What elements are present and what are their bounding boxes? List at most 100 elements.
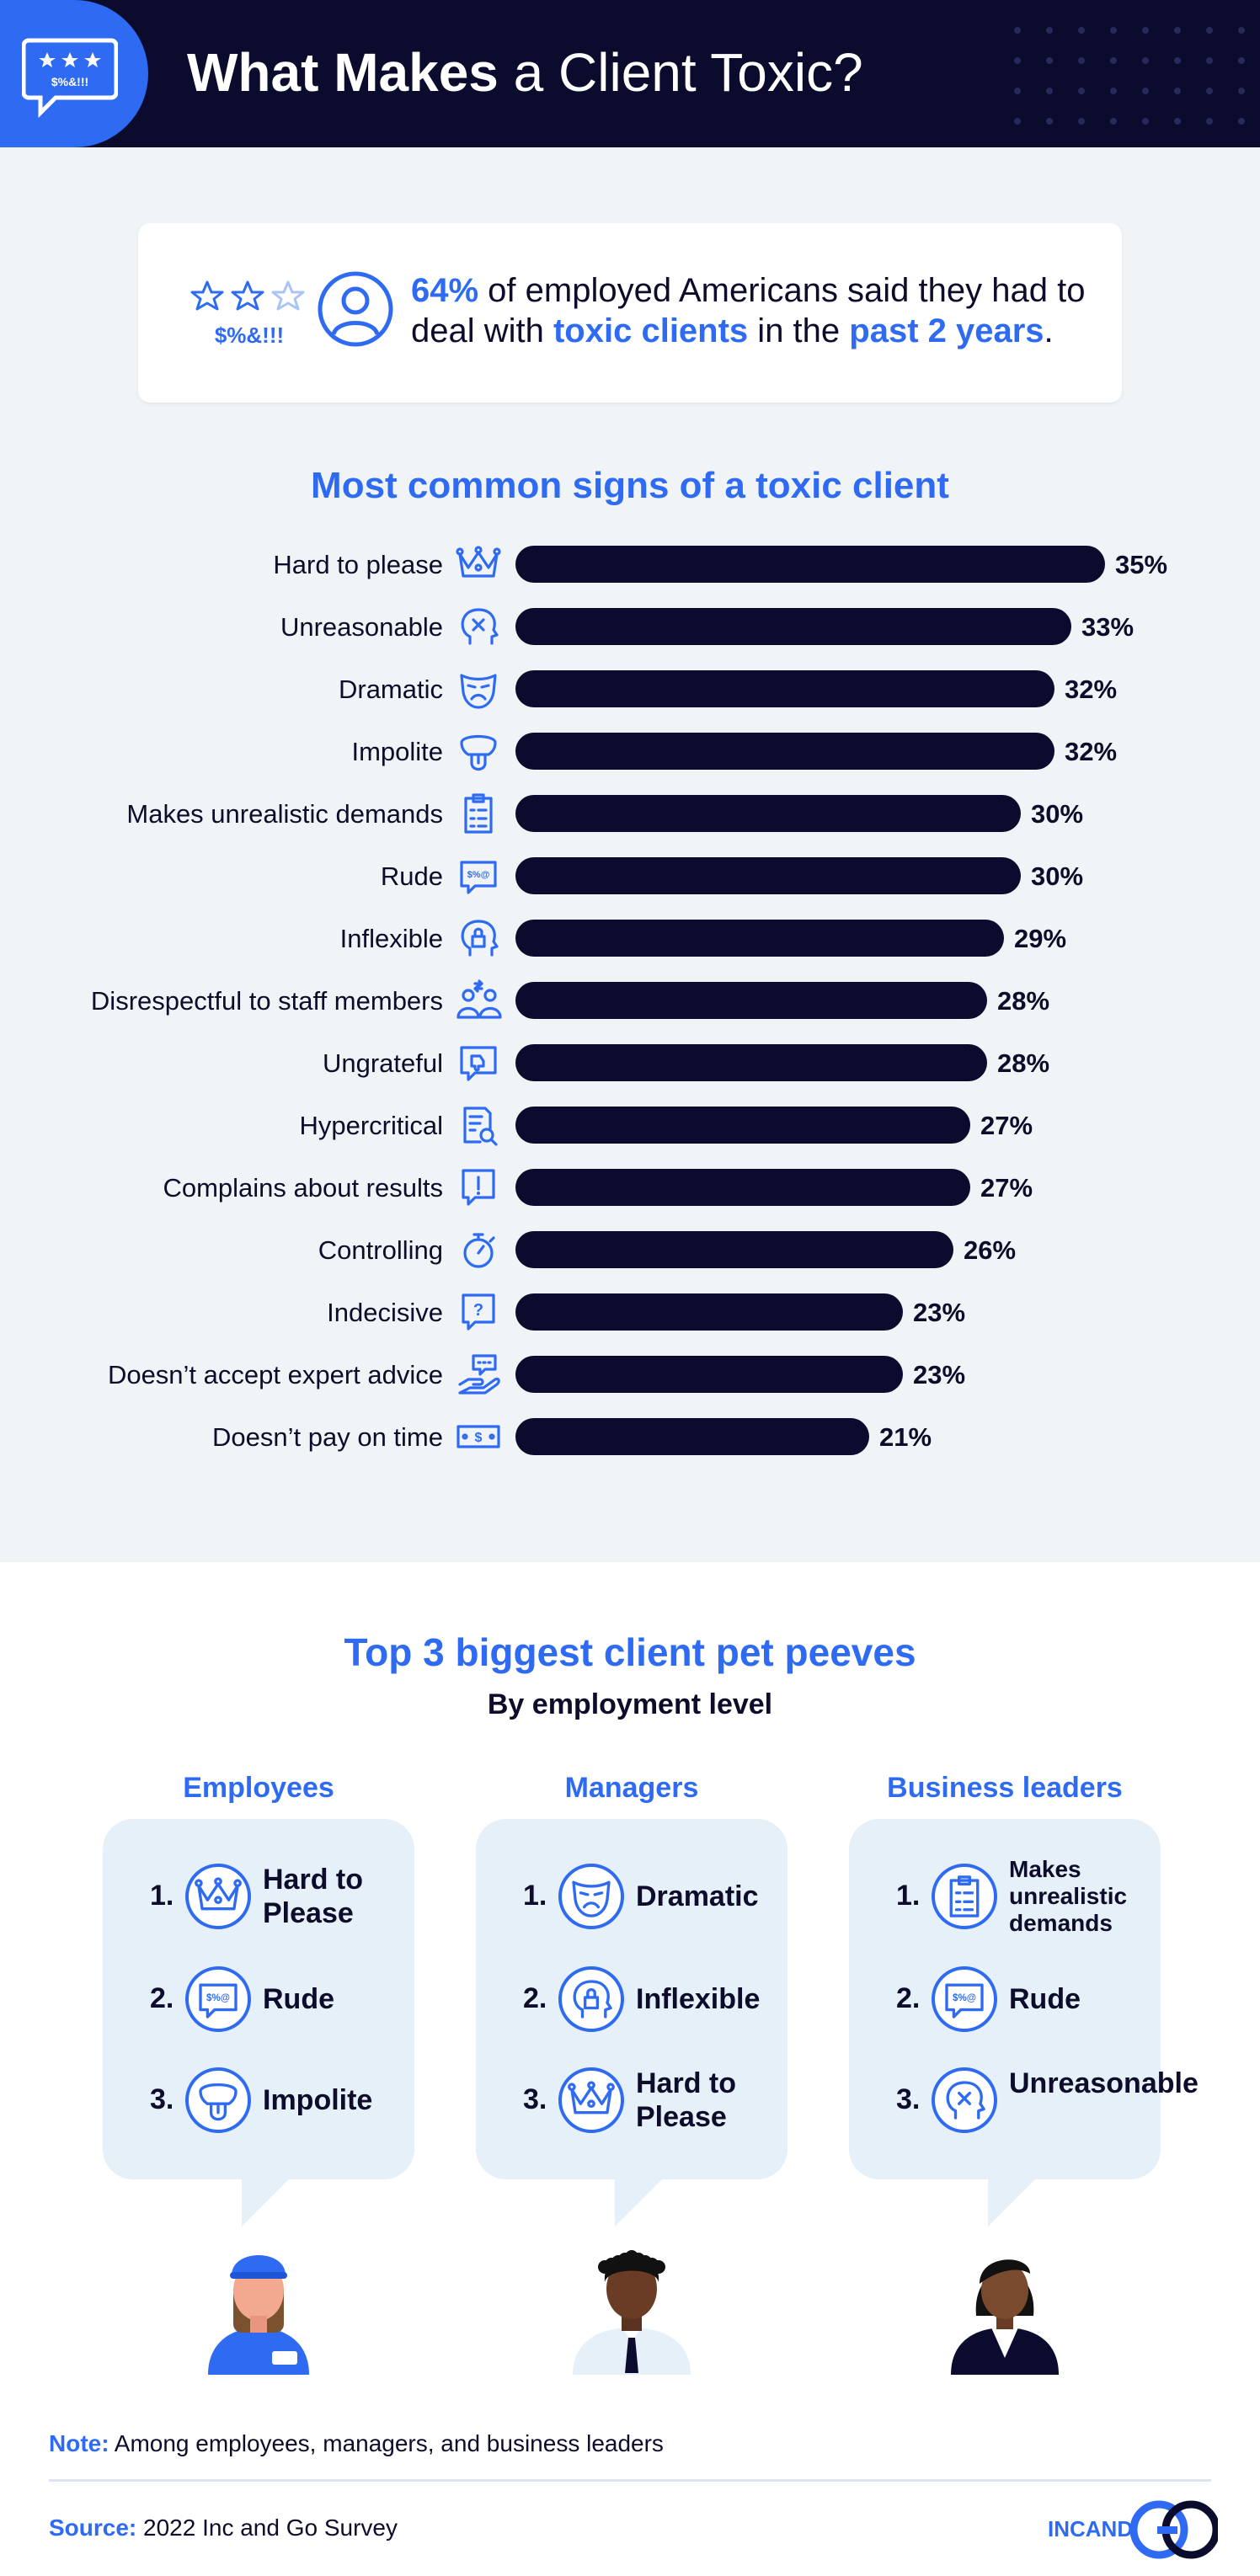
crown-icon <box>558 2067 624 2133</box>
dot <box>1174 27 1181 34</box>
bubble-tail <box>988 2176 1038 2227</box>
category-label: Disrespectful to staff members <box>91 986 443 1016</box>
title-rest: a Client Toxic? <box>498 42 863 103</box>
rank-number: 3. <box>150 2083 174 2115</box>
dot <box>1142 118 1149 125</box>
dot <box>1238 27 1245 34</box>
category-label: Rude <box>381 861 443 891</box>
bar <box>515 982 987 1019</box>
dot <box>1206 57 1213 64</box>
dot <box>1014 27 1021 34</box>
data-label: 23% <box>913 1298 965 1327</box>
dot <box>1206 118 1213 125</box>
data-label: 32% <box>1065 737 1117 766</box>
category-label: Ungrateful <box>323 1048 443 1078</box>
bar <box>515 546 1105 583</box>
tongue-icon <box>185 2067 251 2133</box>
data-label: 28% <box>997 986 1049 1016</box>
manager-avatar <box>573 2250 691 2375</box>
category-label: Doesn’t pay on time <box>212 1422 443 1452</box>
category-label: Unreasonable <box>280 612 443 642</box>
bar <box>515 795 1021 832</box>
pet-peeve-label: Hard to Please <box>636 2067 736 2133</box>
business-leader-avatar <box>951 2259 1059 2375</box>
dot <box>1110 88 1117 94</box>
header-banner: $%&!!! What Makes a Client Toxic? <box>0 0 1260 147</box>
pet-peeves-subtitle: By employment level <box>487 1688 773 1720</box>
dot <box>1014 57 1021 64</box>
document-magnifier-icon <box>463 1107 498 1146</box>
dot <box>1142 88 1149 94</box>
footer-divider <box>49 2479 1211 2482</box>
people-arrows-icon <box>456 979 502 1019</box>
pet-peeve-bubble <box>476 1819 788 2179</box>
stars-symbols-text: $%&!!! <box>215 323 284 348</box>
svg-text:?: ? <box>473 1301 483 1320</box>
data-label: 30% <box>1031 861 1083 891</box>
pet-peeve-label: Unreasonable <box>1009 2067 1199 2099</box>
data-label: 26% <box>964 1235 1016 1265</box>
speech-exclamation-icon <box>462 1169 495 1206</box>
dot <box>1174 57 1181 64</box>
source-citation: Source: 2022 Inc and Go Survey <box>49 2515 398 2541</box>
bar <box>515 1356 903 1393</box>
rank-number: 2. <box>523 1982 547 2014</box>
page-title: What Makes a Client Toxic? <box>187 39 863 106</box>
bar <box>515 733 1054 770</box>
category-label: Dramatic <box>339 675 443 704</box>
data-label: 33% <box>1081 612 1134 642</box>
dollar-bill-icon: $ <box>456 1425 500 1448</box>
dot <box>1238 57 1245 64</box>
bar <box>515 1169 970 1206</box>
dot <box>1078 57 1085 64</box>
category-label: Impolite <box>351 737 443 766</box>
svg-text:$: $ <box>475 1431 483 1445</box>
dot <box>1078 118 1085 125</box>
pet-peeve-label: Inflexible <box>636 1983 761 2015</box>
dot <box>1046 57 1053 64</box>
category-label: Complains about results <box>163 1173 443 1203</box>
head-lock-icon <box>461 920 499 957</box>
mask-icon <box>558 1864 624 1929</box>
dot <box>1238 88 1245 94</box>
svg-text:$%@: $%@ <box>206 1993 230 2003</box>
column-heading: Employees <box>183 1772 334 1804</box>
category-label: Indecisive <box>327 1298 443 1327</box>
rank-number: 1. <box>523 1880 547 1912</box>
logo-text: INCAND <box>1048 2516 1133 2541</box>
speech-symbols-icon: $%@ <box>460 861 497 894</box>
head-lock-icon <box>558 1966 624 2032</box>
hand-speech-icon <box>458 1354 500 1395</box>
bubble-tail <box>242 2176 292 2227</box>
speech-symbols-icon: $%@ <box>185 1966 251 2032</box>
data-label: 27% <box>980 1111 1033 1140</box>
head-x-icon <box>932 2067 997 2133</box>
footnote: Note: Among employees, managers, and bus… <box>49 2430 664 2456</box>
rank-number: 3. <box>896 2083 921 2115</box>
data-label: 35% <box>1115 550 1167 579</box>
pet-peeve-bubble <box>849 1819 1161 2179</box>
header-icon-text: $%&!!! <box>51 75 88 88</box>
bubble-tail <box>615 2176 665 2227</box>
crown-icon <box>456 546 501 578</box>
speech-question-icon: ? <box>462 1293 495 1331</box>
dot <box>1110 118 1117 125</box>
bar <box>515 1044 987 1081</box>
category-label: Inflexible <box>340 924 443 953</box>
dot <box>1046 88 1053 94</box>
data-label: 28% <box>997 1048 1049 1078</box>
dot <box>1014 88 1021 94</box>
checklist-icon <box>932 1864 997 1929</box>
column-heading: Business leaders <box>887 1772 1123 1804</box>
data-label: 21% <box>879 1422 932 1452</box>
speech-thumbsdown-icon <box>460 1046 497 1081</box>
employee-avatar <box>208 2255 309 2375</box>
bar-chart: Hard to please 35% Unreasonable 33% Dramatic… <box>91 546 1167 1455</box>
data-label: 32% <box>1065 675 1117 704</box>
stat-callout-card: $%&!!! 64% of employed Americans said th… <box>138 223 1122 403</box>
pet-peeves-title: Top 3 biggest client pet peeves <box>344 1630 916 1674</box>
speech-symbols-icon: $%@ <box>932 1966 997 2032</box>
bar <box>515 1107 970 1144</box>
bar <box>515 1418 869 1455</box>
data-label: 29% <box>1014 924 1066 953</box>
